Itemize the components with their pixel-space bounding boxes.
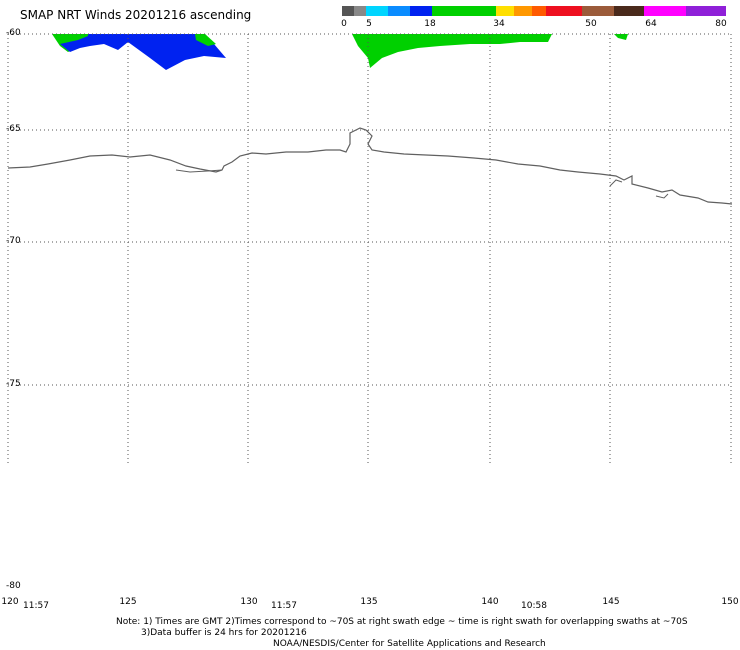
note-line-1: Note: 1) Times are GMT 2)Times correspon… [116, 617, 688, 627]
lat-label-70: -70 [6, 236, 21, 246]
legend-tick: 80 [715, 19, 727, 29]
note-line-2: 3)Data buffer is 24 hrs for 20201216 [141, 628, 307, 638]
lon-label-120: 120 [1, 597, 19, 607]
lon-label-140: 140 [481, 597, 499, 607]
legend-tick: 18 [424, 19, 436, 29]
wind-swath-green-center [352, 34, 552, 68]
note-line-3: NOAA/NESDIS/Center for Satellite Applica… [273, 639, 546, 649]
legend-seg-cyan [366, 6, 388, 16]
coastline-detail [609, 179, 623, 187]
gridlines [7, 33, 732, 464]
antarctic-coastline [7, 127, 733, 205]
swath-time-label: 11:57 [23, 601, 49, 611]
legend-seg-orange-red [532, 6, 546, 16]
legend-seg-magenta [644, 6, 686, 16]
lon-label-145: 145 [602, 597, 620, 607]
legend-seg-red [546, 6, 582, 16]
lat-label-65: -65 [6, 124, 21, 134]
wind-speed-color-legend [342, 6, 726, 16]
legend-tick: 5 [366, 19, 372, 29]
coastline-detail [655, 193, 669, 199]
lon-label-125: 125 [119, 597, 137, 607]
legend-seg-light-blue [388, 6, 410, 16]
legend-tick: 50 [585, 19, 597, 29]
legend-seg-blue [410, 6, 432, 16]
lat-label-80: -80 [6, 581, 21, 591]
map-title: SMAP NRT Winds 20201216 ascending [20, 8, 252, 22]
lat-label-60: -60 [6, 28, 21, 38]
lon-label-150: 150 [721, 597, 739, 607]
swath-time-label: 11:57 [271, 601, 297, 611]
legend-tick: 0 [341, 19, 347, 29]
legend-tick: 34 [493, 19, 505, 29]
legend-seg-orange [514, 6, 532, 16]
lon-label-135: 135 [360, 597, 378, 607]
lat-label-75: -75 [6, 379, 21, 389]
legend-seg-brown [582, 6, 614, 16]
wind-swath-green-east [614, 34, 628, 40]
legend-seg-yellow [496, 6, 514, 16]
legend-seg-gray [354, 6, 366, 16]
wind-swath-green-west [195, 34, 216, 46]
lon-label-130: 130 [240, 597, 258, 607]
wind-swath-blue-left [60, 34, 226, 70]
legend-tick: 64 [645, 19, 657, 29]
swath-time-label: 10:58 [521, 601, 547, 611]
coastline-detail [175, 169, 223, 173]
legend-seg-green [432, 6, 496, 16]
legend-seg-purple [686, 6, 726, 16]
legend-seg-dark-gray [342, 6, 354, 16]
legend-seg-dark-brown [614, 6, 644, 16]
